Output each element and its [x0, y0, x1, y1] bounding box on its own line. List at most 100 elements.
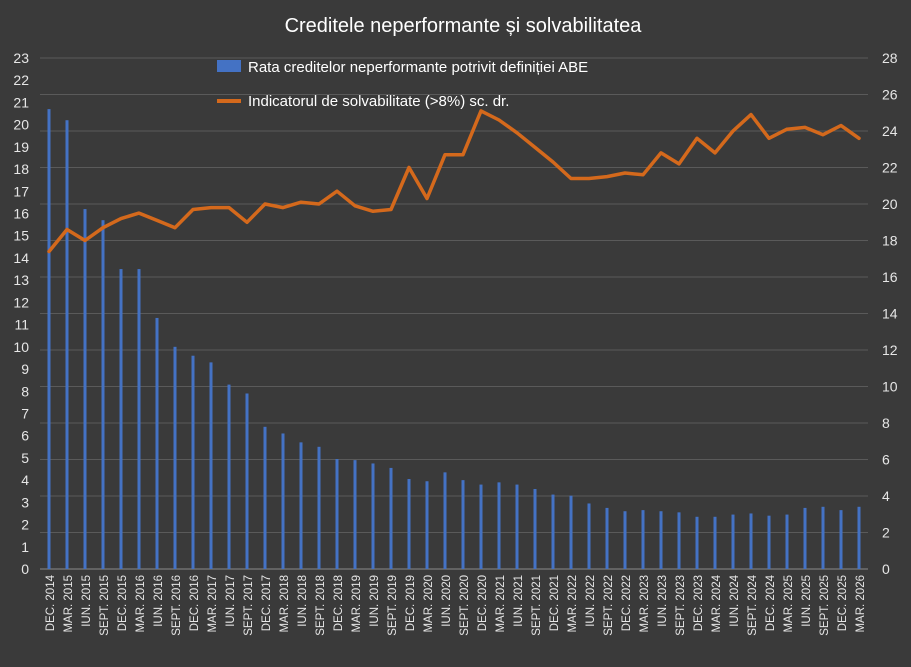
line-point — [281, 206, 285, 210]
left-tick-label: 20 — [13, 117, 29, 133]
bar — [641, 510, 645, 569]
x-tick-label: SEPT. 2015 — [99, 575, 111, 636]
line-point — [263, 202, 267, 206]
bar — [389, 467, 393, 569]
left-tick-label: 16 — [13, 206, 29, 222]
line-point — [407, 166, 411, 169]
line-point — [623, 171, 627, 175]
line-point — [191, 207, 195, 211]
left-tick-label: 15 — [13, 228, 29, 244]
x-tick-label: SEPT. 2021 — [531, 575, 543, 636]
right-tick-label: 12 — [882, 342, 898, 358]
bar — [857, 506, 861, 569]
x-tick-label: DEC. 2024 — [765, 574, 777, 631]
x-tick-label: MAR. 2016 — [135, 575, 147, 633]
bar — [695, 516, 699, 569]
x-tick-label: DEC. 2018 — [333, 575, 345, 631]
x-tick-label: MAR. 2021 — [495, 575, 507, 633]
bar-series — [47, 109, 861, 570]
right-tick-label: 16 — [882, 269, 898, 285]
x-tick-label: IUN. 2025 — [801, 575, 813, 627]
bar — [551, 494, 555, 569]
right-tick-label: 6 — [882, 452, 890, 468]
line-point — [605, 175, 609, 179]
bar — [227, 384, 231, 569]
gridlines — [40, 57, 868, 570]
legend: Rata creditelor neperformante potrivit d… — [217, 59, 588, 110]
left-tick-label: 5 — [21, 450, 29, 466]
left-tick-label: 3 — [21, 494, 29, 510]
right-tick-label: 20 — [882, 196, 898, 212]
x-tick-label: MAR. 2020 — [423, 575, 435, 633]
x-axis-ticks: DEC. 2014 MAR. 2015 IUN. 2015 SEPT. 2015 DEC… — [45, 574, 867, 635]
x-tick-label: DEC. 2014 — [45, 574, 57, 631]
x-tick-label: SEPT. 2023 — [675, 575, 687, 636]
bar — [101, 220, 105, 569]
line-point — [443, 153, 447, 157]
left-tick-label: 18 — [13, 161, 29, 177]
line-point — [857, 136, 861, 140]
bar — [65, 120, 69, 570]
bar — [713, 516, 717, 569]
x-tick-label: MAR. 2025 — [783, 575, 795, 633]
x-tick-label: IUN. 2019 — [369, 575, 381, 627]
line-point — [803, 125, 807, 129]
line-point — [767, 136, 771, 140]
right-tick-label: 14 — [882, 306, 898, 322]
x-tick-label: DEC. 2022 — [621, 575, 633, 631]
x-tick-label: DEC. 2021 — [549, 575, 561, 631]
left-tick-label: 7 — [21, 405, 29, 421]
x-tick-label: SEPT. 2019 — [387, 575, 399, 636]
line-point — [47, 249, 51, 253]
line-point — [173, 226, 177, 230]
x-tick-label: MAR. 2023 — [639, 575, 651, 633]
x-tick-label: SEPT. 2020 — [459, 575, 471, 636]
line-point — [479, 109, 483, 113]
bar — [335, 459, 339, 569]
left-tick-label: 11 — [14, 317, 29, 333]
x-tick-label: MAR. 2019 — [351, 575, 363, 633]
bar — [731, 514, 735, 569]
line-point — [731, 129, 735, 133]
bar — [803, 507, 807, 569]
bar — [47, 109, 51, 569]
bar — [839, 510, 843, 569]
left-tick-label: 8 — [21, 383, 29, 399]
left-tick-label: 17 — [13, 183, 29, 199]
x-tick-label: IUN. 2016 — [153, 575, 165, 627]
x-tick-label: IUN. 2020 — [441, 575, 453, 627]
left-tick-label: 2 — [21, 517, 29, 533]
line-point — [695, 136, 699, 140]
bar — [443, 472, 447, 569]
x-tick-label: IUN. 2023 — [657, 575, 669, 627]
legend-line-label: Indicatorul de solvabilitate (>8%) sc. d… — [248, 93, 509, 110]
x-tick-label: MAR. 2017 — [207, 575, 219, 633]
bar — [587, 503, 591, 569]
left-tick-label: 1 — [21, 539, 29, 555]
bar — [191, 355, 195, 569]
line-point — [245, 220, 249, 224]
x-tick-label: DEC. 2023 — [693, 575, 705, 631]
x-tick-label: SEPT. 2017 — [243, 575, 255, 636]
left-tick-label: 21 — [13, 94, 29, 110]
bar — [155, 317, 159, 569]
solvency-line — [47, 109, 861, 254]
bar — [749, 513, 753, 569]
left-tick-label: 4 — [21, 472, 29, 488]
x-tick-label: DEC. 2019 — [405, 575, 417, 631]
left-tick-label: 12 — [13, 294, 29, 310]
x-tick-label: IUN. 2022 — [585, 575, 597, 627]
bar — [281, 433, 285, 569]
right-tick-label: 4 — [882, 488, 890, 504]
chart-title: Creditele neperformante și solvabilitate… — [285, 15, 643, 37]
x-tick-label: DEC. 2020 — [477, 575, 489, 631]
line-point — [317, 202, 321, 206]
left-tick-label: 19 — [13, 139, 29, 155]
bar — [569, 495, 573, 569]
line-point — [821, 133, 825, 137]
line-point — [587, 176, 591, 180]
left-tick-label: 0 — [21, 561, 29, 577]
x-tick-label: IUN. 2021 — [513, 575, 525, 627]
